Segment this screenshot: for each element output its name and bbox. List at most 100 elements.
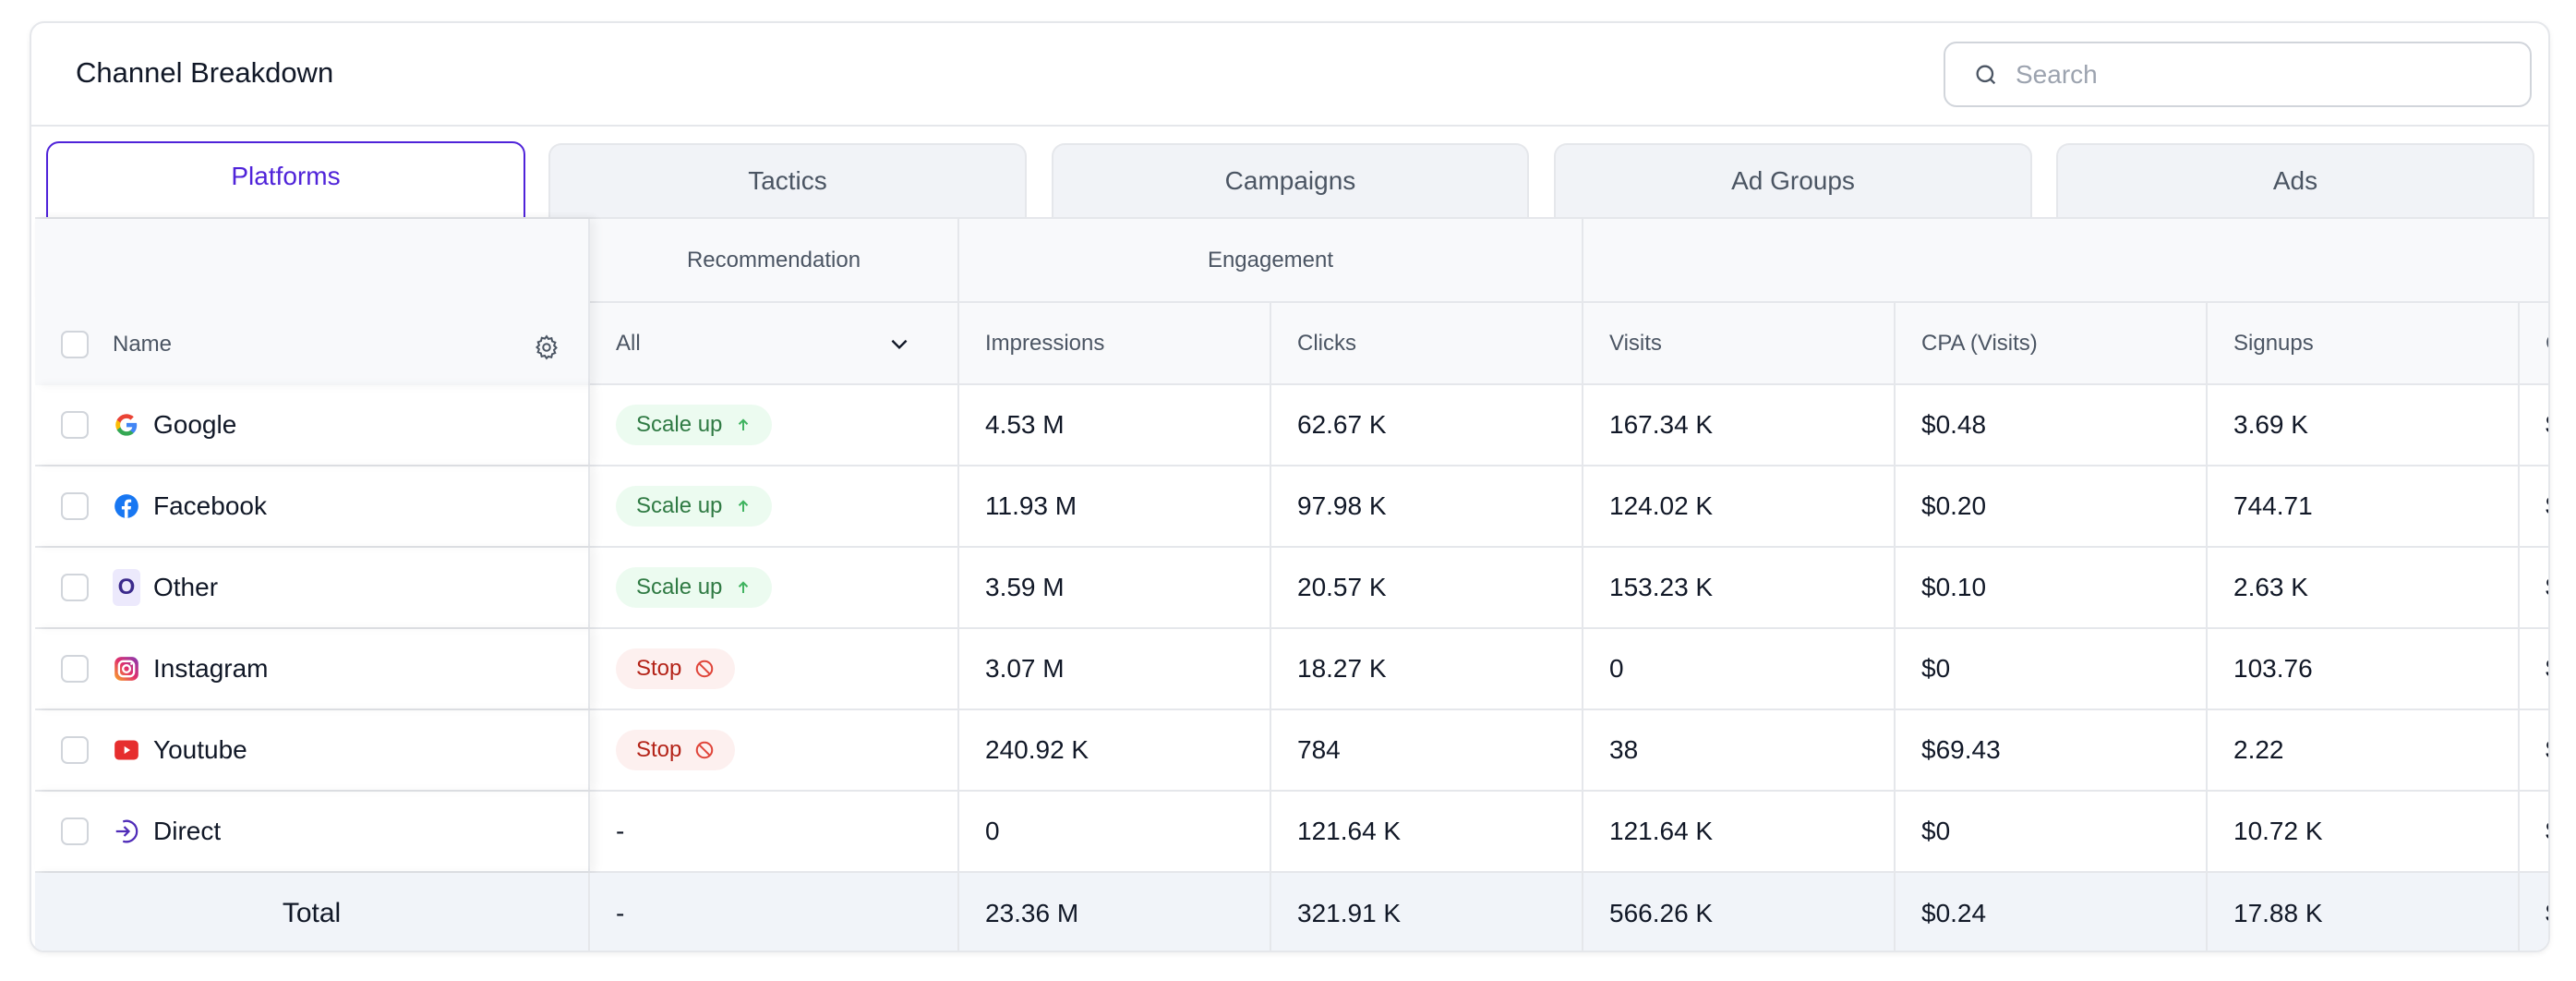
cpa-visits-cell: $0 (1896, 792, 2208, 871)
cpa-visits-header[interactable]: CPA (Visits) (1896, 303, 2208, 383)
platform-name[interactable]: Other (153, 573, 219, 601)
arrow-up-icon (739, 500, 749, 512)
impressions-cell: 3.59 M (959, 548, 1271, 627)
partial-column-cell: $ (2520, 710, 2548, 790)
impressions-cell: 11.93 M (959, 466, 1271, 546)
row-checkbox[interactable] (61, 411, 89, 439)
impressions-cell: 0 (959, 792, 1271, 871)
clicks-cell: 62.67 K (1271, 385, 1583, 465)
recommendation-cell: Stop (590, 629, 959, 708)
column-header-row: Name All Impressions Clicks Visits CPA (… (35, 219, 2548, 385)
platform-name[interactable]: Facebook (153, 491, 267, 520)
recommendation-cell: Scale up (590, 385, 959, 465)
name-cell: Direct (35, 792, 590, 871)
recommendation-group-header: Recommendation (590, 219, 959, 301)
impressions-cell: 4.53 M (959, 385, 1271, 465)
recommendation-badge-scale-up: Scale up (616, 567, 773, 608)
cpa-visits-cell: $0.10 (1896, 548, 2208, 627)
recommendation-cell: - (590, 792, 959, 871)
cpa-visits-cell: $0.48 (1896, 385, 2208, 465)
visits-header[interactable]: Visits (1583, 303, 1896, 383)
engagement-group-header: Engagement (959, 219, 1583, 301)
name-cell: Facebook (35, 466, 590, 546)
name-column-label: Name (113, 331, 173, 357)
tab-campaigns[interactable]: Campaigns (1052, 143, 1529, 217)
partial-column-cell: $ (2520, 385, 2548, 465)
visits-cell: 38 (1583, 710, 1896, 790)
visits-cell: 167.34 K (1583, 385, 1896, 465)
cpa-visits-cell: $0.20 (1896, 466, 2208, 546)
total-signups-cell: 17.88 K (2208, 873, 2520, 951)
row-checkbox[interactable] (61, 492, 89, 520)
visits-cell: 121.64 K (1583, 792, 1896, 871)
tab-ad-groups[interactable]: Ad Groups (1554, 143, 2032, 217)
facebook-icon (113, 492, 140, 520)
clicks-cell: 121.64 K (1271, 792, 1583, 871)
empty-group-header (1583, 219, 2548, 301)
google-icon (113, 411, 140, 439)
visits-cell: 0 (1583, 629, 1896, 708)
recommendation-badge-stop: Stop (616, 730, 736, 770)
youtube-icon (113, 736, 140, 764)
prohibited-icon (696, 660, 714, 678)
cpa-visits-cell: $69.43 (1896, 710, 2208, 790)
impressions-cell: 240.92 K (959, 710, 1271, 790)
total-recommendation: - (590, 873, 959, 951)
platform-name[interactable]: Instagram (153, 654, 269, 683)
search-input[interactable] (2016, 59, 2496, 90)
platform-name[interactable]: Direct (153, 817, 222, 845)
partial-column-header[interactable]: C (2520, 303, 2548, 383)
prohibited-icon (696, 741, 714, 759)
direct-icon (113, 818, 140, 845)
name-cell: Google (35, 385, 590, 465)
recommendation-empty: - (616, 817, 625, 845)
recommendation-cell: Stop (590, 710, 959, 790)
clicks-cell: 20.57 K (1271, 548, 1583, 627)
recommendation-cell: Scale up (590, 548, 959, 627)
channel-table: Recommendation Engagement Name All Impre… (35, 217, 2548, 951)
clicks-header[interactable]: Clicks (1271, 303, 1583, 383)
tab-tactics[interactable]: Tactics (548, 143, 1027, 217)
impressions-cell: 3.07 M (959, 629, 1271, 708)
recommendation-badge-scale-up: Scale up (616, 486, 773, 527)
partial-column-cell: $ (2520, 792, 2548, 871)
table-row[interactable]: Google Scale up 4.53 M 62.67 K 167.34 K $0.48… (35, 385, 2548, 466)
row-checkbox[interactable] (61, 574, 89, 601)
total-partial-column-cell: $ (2520, 873, 2548, 951)
platform-name[interactable]: Google (153, 410, 237, 439)
total-cpa-visits-cell: $0.24 (1896, 873, 2208, 951)
table-row[interactable]: Facebook Scale up 11.93 M 97.98 K 124.02 K $0… (35, 466, 2548, 548)
signups-cell: 744.71 (2208, 466, 2520, 546)
signups-header[interactable]: Signups (2208, 303, 2520, 383)
search-box[interactable] (1944, 42, 2532, 107)
arrow-up-icon (739, 418, 749, 430)
select-all-checkbox[interactable] (61, 330, 89, 358)
signups-cell: 3.69 K (2208, 385, 2520, 465)
row-checkbox[interactable] (61, 736, 89, 764)
recommendation-filter-value: All (616, 330, 641, 356)
table-row[interactable]: O Other Scale up 3.59 M 20.57 K 153.23 K $0.10… (35, 548, 2548, 629)
arrow-up-icon (739, 581, 749, 593)
tab-ads[interactable]: Ads (2056, 143, 2534, 217)
clicks-cell: 97.98 K (1271, 466, 1583, 546)
card-header: Channel Breakdown (31, 23, 2548, 127)
platform-name[interactable]: Youtube (153, 735, 247, 764)
partial-column-cell: $ (2520, 629, 2548, 708)
tab-platforms[interactable]: Platforms (46, 141, 525, 219)
partial-column-cell: $ (2520, 548, 2548, 627)
name-cell: Instagram (35, 629, 590, 708)
recommendation-filter-dropdown[interactable]: All (590, 303, 959, 383)
other-icon: O (113, 569, 140, 606)
row-checkbox[interactable] (61, 655, 89, 683)
name-cell: Youtube (35, 710, 590, 790)
signups-cell: 2.63 K (2208, 548, 2520, 627)
impressions-header[interactable]: Impressions (959, 303, 1271, 383)
gear-icon[interactable] (533, 333, 560, 361)
search-icon (1976, 65, 1996, 84)
group-header-row: Recommendation Engagement (35, 219, 2548, 303)
row-checkbox[interactable] (61, 818, 89, 845)
clicks-cell: 18.27 K (1271, 629, 1583, 708)
